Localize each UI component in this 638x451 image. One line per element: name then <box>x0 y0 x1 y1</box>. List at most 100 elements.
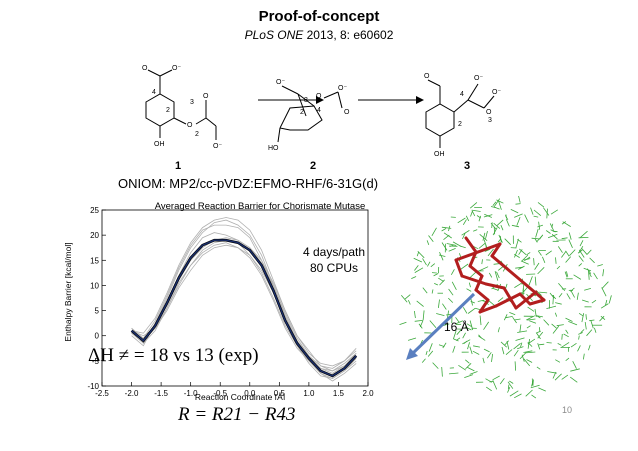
atom-number: 4 <box>152 89 156 96</box>
protein-bond <box>426 240 430 246</box>
compute-cpus: 80 CPUs <box>309 261 359 275</box>
protein-bond <box>526 325 531 329</box>
protein-bond <box>594 327 597 333</box>
protein-bond <box>497 238 501 243</box>
protein-bond <box>533 215 539 218</box>
y-tick-label: 15 <box>90 256 99 265</box>
protein-bond <box>552 230 558 233</box>
protein-bond <box>507 387 511 393</box>
protein-bond <box>433 273 439 277</box>
protein-bond <box>453 330 457 340</box>
reaction-coordinate-definition: R = R21 − R43 <box>178 404 296 425</box>
protein-bond <box>576 292 579 300</box>
ligand-bond <box>474 288 490 302</box>
protein-bond <box>471 209 481 212</box>
x-tick-label: -2.5 <box>95 389 109 398</box>
atom-label: O <box>316 93 322 100</box>
protein-bond <box>472 211 476 217</box>
protein-bond <box>565 256 572 263</box>
y-axis-label: Enthalpy Barrier [kcal/mol] <box>63 242 73 341</box>
x-tick-label: 2.0 <box>362 389 374 398</box>
protein-bond <box>514 249 518 258</box>
protein-bond <box>543 207 550 216</box>
x-tick-label: -0.5 <box>213 389 227 398</box>
protein-bond <box>513 349 519 357</box>
protein-bond <box>491 222 493 229</box>
protein-bond <box>509 312 516 316</box>
protein-bond <box>484 213 492 218</box>
protein-bond <box>514 393 522 399</box>
protein-bond <box>546 208 548 219</box>
protein-bond <box>561 374 569 380</box>
protein-bond <box>443 232 452 239</box>
protein-bond <box>551 233 558 240</box>
protein-bond <box>569 249 576 256</box>
atom-label: O⁻ <box>213 143 222 150</box>
protein-bond <box>470 210 473 217</box>
protein-bond <box>404 294 411 300</box>
protein-bond <box>536 366 541 370</box>
atom-number: 3 <box>190 99 194 106</box>
ligand-bond <box>454 258 464 278</box>
protein-bond <box>520 260 529 265</box>
atom-number: 2 <box>458 121 462 128</box>
protein-bond <box>555 359 561 363</box>
protein-bond <box>510 209 519 214</box>
method-label: ONIOM: MP2/cc-pVDZ:EFMO-RHF/6-31G(d) <box>118 176 379 191</box>
protein-bond <box>568 239 573 248</box>
protein-bond <box>520 342 523 348</box>
protein-bond <box>496 199 504 204</box>
protein-bond <box>523 350 533 353</box>
protein-bond <box>467 367 475 372</box>
protein-bond <box>478 266 489 272</box>
protein-bond <box>537 202 545 208</box>
protein-bond <box>566 271 569 277</box>
protein-bond <box>597 264 603 267</box>
protein-bond <box>446 313 452 316</box>
protein-bond <box>578 312 584 317</box>
protein-bond <box>481 259 483 265</box>
protein-bond <box>467 307 476 314</box>
protein-bond <box>517 330 528 333</box>
protein-bond <box>535 315 543 318</box>
protein-bond <box>493 198 501 208</box>
protein-bond <box>517 238 522 243</box>
protein-bond <box>521 354 525 362</box>
protein-bond <box>589 319 595 322</box>
protein-bond <box>578 335 580 340</box>
protein-bond <box>555 257 557 264</box>
atom-label: OH <box>154 141 165 148</box>
y-tick-label: -5 <box>92 357 100 366</box>
protein-bond <box>523 258 531 261</box>
protein-bond <box>570 342 577 348</box>
protein-bond <box>413 257 423 263</box>
protein-bond <box>531 237 541 240</box>
protein-bond <box>580 329 585 334</box>
protein-bond <box>503 314 508 321</box>
protein-bond <box>569 376 578 383</box>
protein-bond <box>566 293 571 300</box>
protein-bond <box>593 272 598 280</box>
protein-bond <box>579 240 584 247</box>
protein-bond <box>512 316 517 324</box>
protein-bond <box>399 321 407 325</box>
protein-bond <box>467 342 470 350</box>
protein-bond <box>490 206 496 208</box>
protein-bond <box>529 320 537 324</box>
protein-bond <box>462 219 467 226</box>
protein-bond <box>518 249 523 255</box>
protein-bond <box>448 288 454 296</box>
atom-number: 4 <box>460 91 464 98</box>
atom-number: 2 <box>166 107 170 114</box>
protein-bond <box>602 269 605 277</box>
protein-bond <box>586 329 593 337</box>
protein-bond <box>492 380 498 390</box>
protein-bond <box>550 209 559 215</box>
protein-bond <box>439 279 445 286</box>
x-tick-label: -1.5 <box>154 389 168 398</box>
protein-bond <box>496 271 500 279</box>
plot-title: Averaged Reaction Barrier for Chorismate… <box>154 201 366 212</box>
protein-bond <box>408 299 411 305</box>
protein-bond <box>498 200 502 210</box>
atom-label: O <box>344 109 350 116</box>
